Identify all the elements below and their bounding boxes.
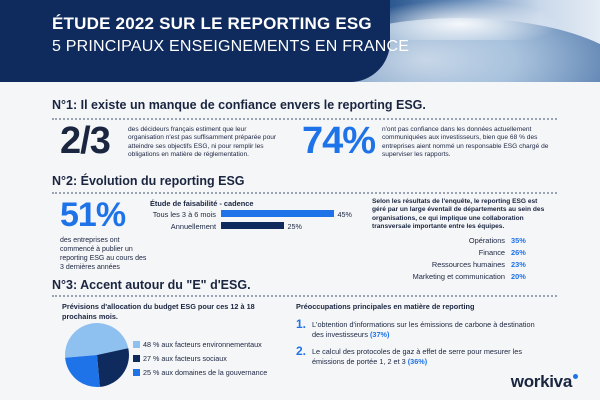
dept-operations-value: 35% [511, 236, 526, 245]
workiva-logo: workiva [511, 372, 578, 392]
bar-label-3-6-months: Tous les 3 à 6 mois [152, 210, 216, 219]
concern-1-number: 1. [296, 317, 307, 331]
legend-social: 27 % aux facteurs sociaux [143, 354, 227, 363]
legend-swatch-governance [133, 369, 140, 376]
section3-divider [52, 295, 557, 297]
page-subtitle: 5 PRINCIPAUX ENSEIGNEMENTS EN FRANCE [52, 38, 410, 55]
page-title: ÉTUDE 2022 SUR LE REPORTING ESG [52, 14, 372, 33]
dept-hr-label: Ressources humaines [431, 260, 505, 269]
pie-slice-3 [65, 355, 100, 387]
bar-annual [221, 222, 284, 229]
concern-2-text: Le calcul des protocoles de gaz à effet … [312, 347, 522, 366]
budget-pie-chart [65, 323, 129, 387]
dept-operations-label: Opérations [468, 236, 505, 245]
banner-title-panel [0, 0, 390, 82]
stat-74-percent-text: n'ont pas confiance dans les données act… [382, 126, 549, 159]
bar-value-3-6-months: 45% [337, 210, 352, 219]
stat-two-thirds: 2/3 [60, 120, 111, 162]
dept-marketing-value: 20% [511, 272, 526, 281]
bar-value-annual: 25% [287, 222, 302, 231]
clouds-image [360, 0, 560, 40]
section3-heading: N°3: Accent autour du "E" d'ESG. [52, 278, 251, 292]
section1-divider [52, 118, 557, 120]
legend-swatch-social [133, 355, 140, 362]
stat-51-percent-text: des entreprises ont commencé à publier u… [60, 237, 147, 271]
feasibility-title: Étude de faisabilité - cadence [150, 199, 254, 208]
concern-1-text: L'obtention d'informations sur les émiss… [312, 320, 535, 339]
legend-swatch-environment [133, 341, 140, 348]
concern-2-number: 2. [296, 344, 307, 358]
dept-finance-label: Finance [478, 248, 505, 257]
dept-hr-value: 23% [511, 260, 526, 269]
survey-text: Selon les résultats de l'enquête, le rep… [372, 198, 545, 231]
section1-heading: N°1: Il existe un manque de confiance en… [52, 98, 426, 112]
bar-3-6-months [221, 210, 334, 217]
pie-slice-2 [97, 348, 129, 387]
stat-two-thirds-text: des décideurs français estiment que leur… [128, 126, 277, 159]
legend-governance: 25 % aux domaines de la gouvernance [143, 368, 268, 377]
stat-51-percent: 51% [60, 196, 126, 234]
pie-slice-1 [65, 323, 129, 358]
dept-marketing-label: Marketing et communication [412, 272, 505, 281]
section2-divider [52, 192, 557, 194]
section2-heading: N°2: Évolution du reporting ESG [52, 174, 245, 188]
stat-74-percent: 74% [302, 120, 376, 162]
concerns-title: Préoccupations principales en matière de… [296, 302, 475, 311]
logo-accent-icon [573, 374, 578, 379]
dept-finance-value: 26% [511, 248, 526, 257]
legend-environment: 48 % aux facteurs environnementaux [143, 340, 262, 349]
header-banner: ÉTUDE 2022 SUR LE REPORTING ESG 5 PRINCI… [0, 0, 600, 82]
bar-label-annual: Annuellement [170, 222, 216, 231]
budget-title: Prévisions d'allocation du budget ESG po… [62, 302, 255, 321]
concern-1-pct: (37%) [370, 330, 390, 339]
concern-2-pct: (36%) [407, 357, 428, 366]
